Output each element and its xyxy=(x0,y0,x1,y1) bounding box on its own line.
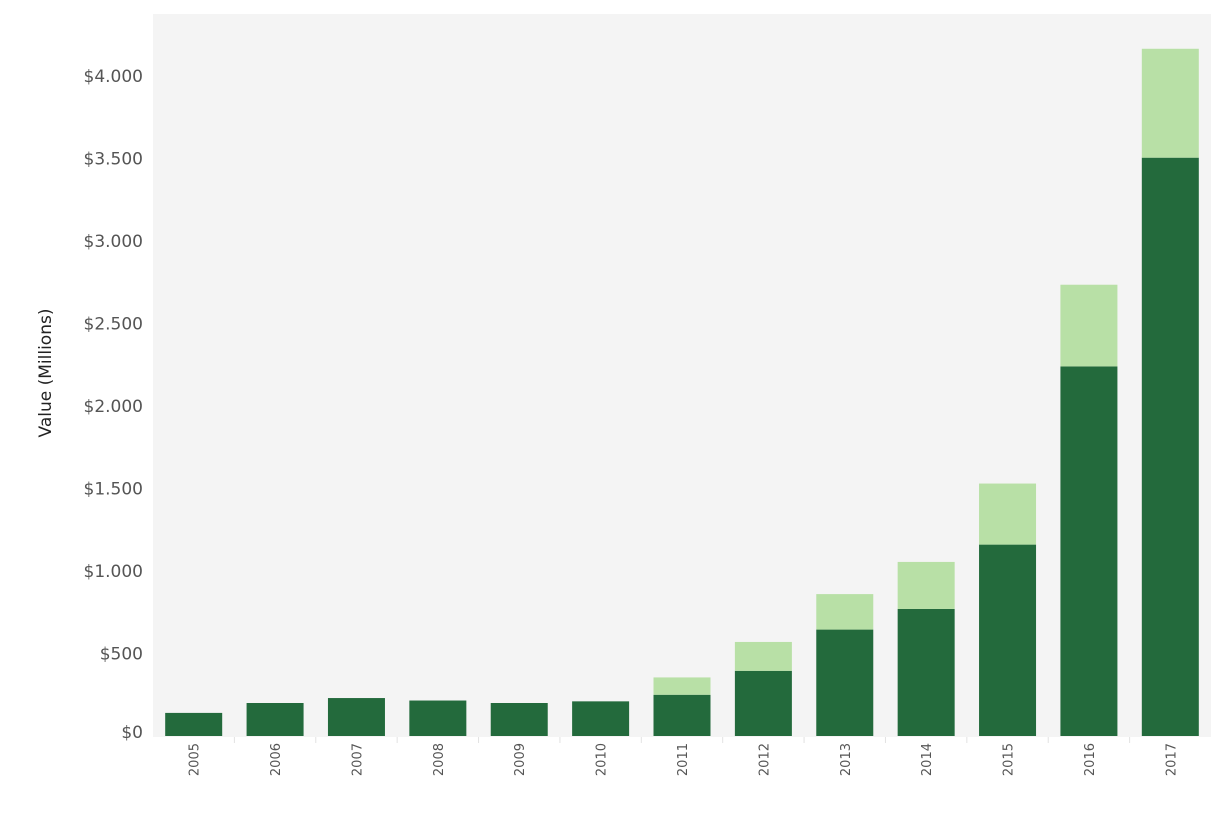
y-tick-label: $1.000 xyxy=(84,562,143,582)
x-tick-label: 2008 xyxy=(432,743,447,776)
bar-segment-base xyxy=(653,694,711,736)
x-tick-label: 2017 xyxy=(1164,743,1179,776)
bar-segment-base xyxy=(979,544,1037,736)
y-tick-label: $4.000 xyxy=(84,67,143,87)
bars xyxy=(165,48,1199,737)
bar-segment-base xyxy=(734,670,792,736)
bar-segment-base xyxy=(1141,157,1199,737)
x-tick-label: 2014 xyxy=(920,743,935,776)
bar-segment-base xyxy=(165,712,223,736)
x-tick-label: 2016 xyxy=(1083,743,1098,776)
bar-segment-base xyxy=(327,698,385,736)
y-tick-label: $2.500 xyxy=(84,315,143,335)
y-tick-label: $3.500 xyxy=(84,150,143,170)
x-tick-label: 2012 xyxy=(757,743,772,776)
x-tick-label: 2007 xyxy=(350,743,365,776)
x-tick-label: 2011 xyxy=(676,743,691,776)
y-axis: $0 $500 $1.000 $1.500 $2.000 $2.500 $3.000 $3.5… xyxy=(84,67,143,743)
bar-segment-top xyxy=(1060,284,1118,367)
x-tick-label: 2009 xyxy=(513,743,528,776)
bar-segment-base xyxy=(1060,366,1118,736)
bar-segment-base xyxy=(897,608,955,736)
y-axis-title: Value (Millions) xyxy=(36,309,56,438)
x-tick-label: 2015 xyxy=(1002,743,1017,776)
plot-area xyxy=(153,14,1211,737)
y-tick-label: $0 xyxy=(121,723,143,743)
bar-segment-base xyxy=(409,700,467,736)
x-tick-label: 2010 xyxy=(595,743,610,776)
bar-segment-top xyxy=(1141,48,1199,158)
y-tick-label: $1.500 xyxy=(84,480,143,500)
bar-segment-top xyxy=(979,483,1037,545)
bar-segment-top xyxy=(653,677,711,695)
y-tick-label: $500 xyxy=(100,645,143,665)
bar-segment-base xyxy=(246,703,304,736)
bar-segment-top xyxy=(734,641,792,671)
bar-segment-base xyxy=(572,701,630,736)
x-axis: 2005 2006 2007 2008 2009 2010 2011 2012 2013 2014… xyxy=(188,737,1179,776)
bar-segment-base xyxy=(490,703,548,736)
bar-segment-top xyxy=(897,561,955,609)
y-tick-label: $2.000 xyxy=(84,397,143,417)
x-tick-label: 2013 xyxy=(839,743,854,776)
x-tick-label: 2005 xyxy=(188,743,203,776)
x-tick-label: 2006 xyxy=(269,743,284,776)
bar-segment-base xyxy=(816,629,874,736)
bar-segment-top xyxy=(816,594,874,630)
y-tick-label: $3.000 xyxy=(84,232,143,252)
